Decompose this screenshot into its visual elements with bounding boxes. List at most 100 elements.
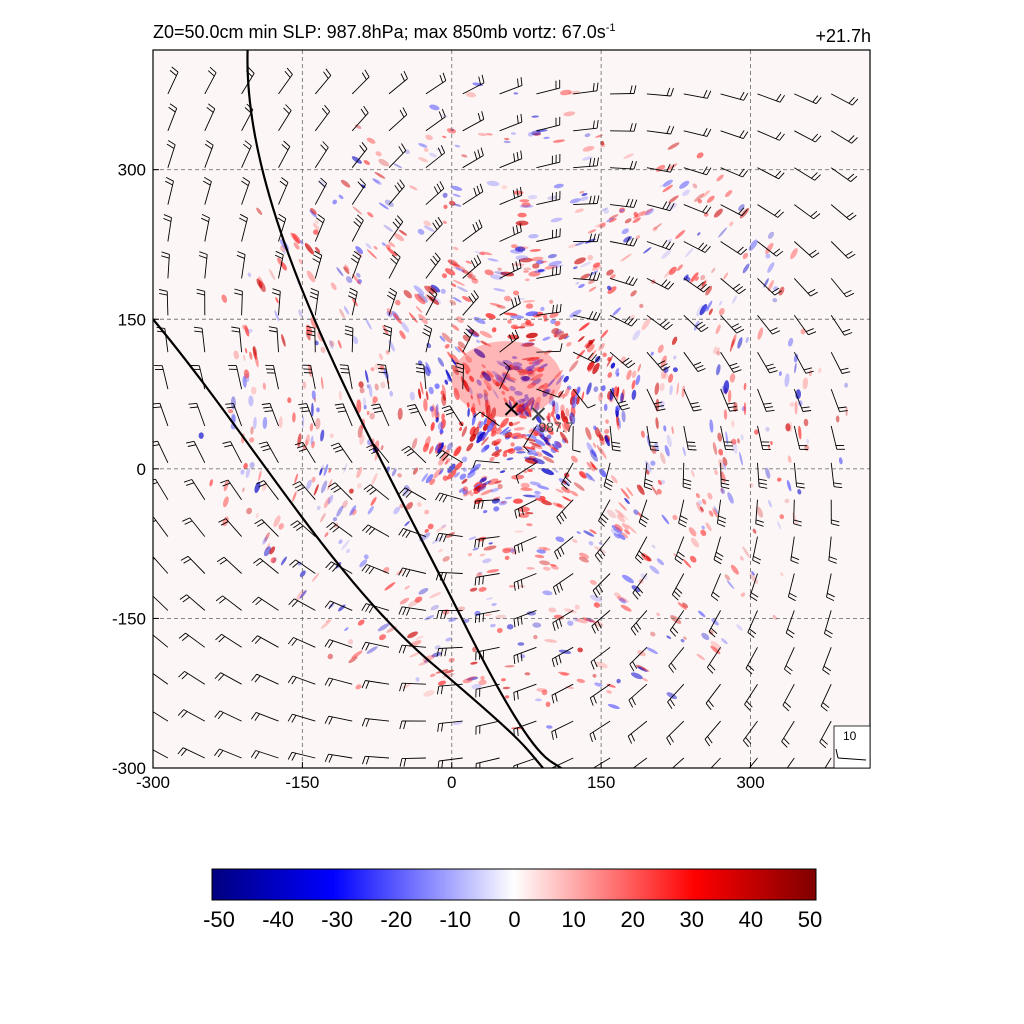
wind-barb [414,404,427,427]
vorticity-cell [520,482,530,489]
wind-barb [167,254,170,279]
wind-barb-flag [437,216,443,225]
vorticity-cell [345,276,353,284]
wind-barb [536,311,561,316]
vorticity-cell [595,221,607,228]
vorticity-cell [584,133,591,138]
wind-barb-flag [436,610,440,619]
wind-barb-flag [362,524,369,532]
vorticity-cell [529,323,534,327]
wind-barb-flag [306,325,315,329]
vorticity-cell [488,542,493,545]
wind-barb-flag [400,73,406,82]
vorticity-cell [477,132,487,137]
wind-barb-flag [258,441,267,445]
vorticity-cell [327,494,334,505]
wind-barb [278,291,281,316]
vorticity-cell [621,532,629,539]
wind-barb-flag [808,331,817,336]
wind-barb-flag [732,283,741,290]
wind-barb-flag [324,104,331,112]
wind-barb-flag [179,594,187,600]
wind-barb-flag [222,441,231,444]
wind-barb [830,204,850,221]
wind-barb-flag [296,525,304,531]
vorticity-cell [664,445,670,457]
vorticity-cell [579,471,587,479]
vorticity-cell [701,632,710,641]
vorticity-cell [765,426,770,432]
wind-barb [720,241,741,255]
wind-barb-flag [633,161,637,170]
vorticity-cell [381,242,386,247]
vorticity-cell [429,405,435,412]
vorticity-cell [504,555,510,561]
wind-barb-flag [474,539,477,548]
wind-barb [573,203,598,206]
wind-barb-flag [745,737,752,744]
wind-barb-flag [442,494,448,503]
wind-barb-flag [253,558,261,564]
wind-barb-flag [704,775,708,782]
vorticity-cell [584,342,589,348]
wind-barb-flag [598,520,605,527]
wind-barb [332,522,353,537]
wind-barb-flag [474,151,478,160]
wind-barb-flag [695,321,703,327]
wind-barb-flag [629,123,633,132]
wind-barb-flag [595,587,601,596]
vorticity-cell [485,133,493,136]
vorticity-cell [525,332,538,339]
vorticity-cell [550,565,559,570]
vorticity-cell [701,190,711,199]
center-marker [504,402,519,416]
wind-barb [499,337,519,353]
wind-barb [820,684,832,707]
vorticity-cell [435,524,447,533]
wind-barb [499,302,521,316]
wind-barb-flag [596,233,600,242]
wind-barb [573,127,598,132]
wind-barb-flag [443,572,447,581]
vorticity-cell [496,360,505,366]
vorticity-cell [601,385,606,392]
wind-barb-flag [206,106,214,113]
vorticity-cell [429,673,436,678]
vorticity-cell [242,324,245,330]
vorticity-cell [788,337,794,347]
vorticity-cell [468,328,480,337]
vorticity-cell [526,356,540,362]
wind-barb [241,145,252,168]
vorticity-cell [467,552,473,557]
wind-barb [683,130,708,137]
vorticity-cell [503,140,511,144]
x-axis-ticks: -300 -150 0 150 300 [136,762,765,792]
colorbar-tick-label: -20 [380,907,412,932]
wind-barb [425,328,433,353]
vorticity-cell [340,179,351,188]
wind-barb [164,328,169,353]
wind-barb-flag [218,674,225,681]
vorticity-cell [465,355,473,363]
wind-barb-flag [712,591,720,598]
vorticity-cell [437,357,445,367]
wind-barb-flag [285,104,292,111]
vorticity-cell [292,412,296,423]
vorticity-cell [380,445,384,451]
vorticity-cell [555,488,564,494]
vorticity-cell [357,483,362,489]
wind-barb-flag [361,680,366,689]
vorticity-cell [311,572,320,582]
vorticity-cell [531,130,541,136]
wind-barb [628,683,648,701]
wind-barb-flag [402,107,408,115]
vorticity-cell [416,502,422,507]
vorticity-cell [514,390,523,396]
vorticity-cell [255,512,259,519]
wind-barb-flag [810,210,818,217]
vorticity-cell [466,442,474,452]
wind-barb-flag [442,454,450,461]
vorticity-cell [433,468,442,479]
wind-barb-flag [242,177,250,183]
